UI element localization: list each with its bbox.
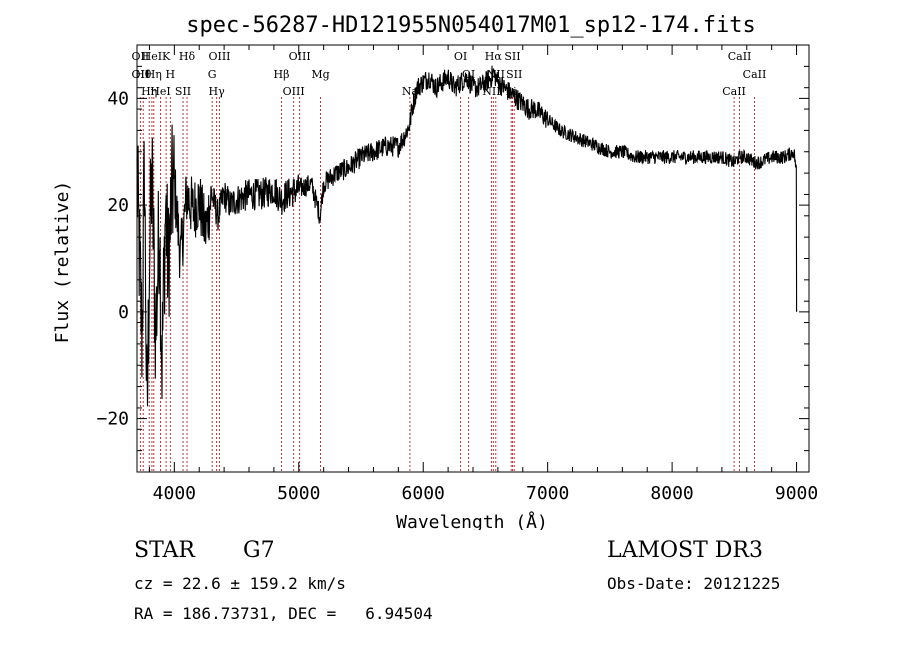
line-marker-label: Hη bbox=[146, 68, 162, 81]
y-tick-label: 40 bbox=[107, 88, 129, 109]
spectrum-chart: spec-56287-HD121955N054017M01_sp12-174.f… bbox=[52, 13, 818, 530]
x-tick-label: 7000 bbox=[526, 483, 569, 504]
line-marker-label: Hγ bbox=[209, 85, 226, 98]
line-marker-label: SII bbox=[175, 85, 191, 98]
line-marker-label: Hδ bbox=[179, 50, 196, 63]
y-axis-label: Flux (relative) bbox=[52, 181, 73, 344]
line-marker-label: OIII bbox=[283, 85, 305, 98]
line-marker-label: Na bbox=[402, 85, 419, 98]
line-marker-label: Hη bbox=[141, 85, 157, 98]
line-marker-label: OII bbox=[132, 68, 150, 81]
coordinates: RA = 186.73731, DEC = 6.94504 bbox=[134, 604, 433, 623]
line-marker-label: CaII bbox=[743, 68, 767, 81]
line-marker-label: Hβ bbox=[274, 68, 290, 81]
x-axis-label: Wavelength (Å) bbox=[396, 511, 548, 530]
line-marker-label: G bbox=[208, 68, 217, 81]
line-marker-label: OIII bbox=[208, 50, 230, 63]
line-marker-label: SII bbox=[504, 50, 520, 63]
line-marker-label: CaII bbox=[722, 85, 746, 98]
flux-series-line bbox=[136, 65, 798, 407]
line-marker-label: H bbox=[166, 68, 176, 81]
line-marker-label: Mg bbox=[311, 68, 329, 81]
y-tick-label: 0 bbox=[118, 302, 129, 323]
line-marker-label: OIII bbox=[289, 50, 311, 63]
line-marker-labels: OIIOIIHθHηHeIHηHeIKHSIIHδGHγOIIIHβOIIIOI… bbox=[132, 50, 767, 98]
line-marker-label: HeI bbox=[150, 85, 170, 98]
axis-ticks: 4000 5000 6000 7000 8000 9000 −20 0 20 40 bbox=[96, 44, 818, 504]
object-subclass: G7 bbox=[243, 538, 275, 563]
x-tick-label: 4000 bbox=[153, 483, 196, 504]
x-tick-label: 8000 bbox=[650, 483, 693, 504]
chart-title: spec-56287-HD121955N054017M01_sp12-174.f… bbox=[186, 13, 756, 38]
x-tick-label: 6000 bbox=[402, 483, 445, 504]
survey-name: LAMOST DR3 bbox=[607, 538, 763, 563]
line-marker-label: K bbox=[162, 50, 171, 63]
object-class: STAR bbox=[134, 538, 195, 563]
x-tick-label: 9000 bbox=[775, 483, 818, 504]
plot-frame bbox=[136, 44, 810, 473]
line-markers bbox=[139, 97, 755, 472]
line-marker-label: SII bbox=[506, 68, 522, 81]
x-tick-label: 5000 bbox=[277, 483, 320, 504]
line-marker-label: CaII bbox=[728, 50, 752, 63]
y-tick-label: 20 bbox=[107, 195, 129, 216]
obs-date: Obs-Date: 20121225 bbox=[607, 574, 781, 593]
line-marker-label: HeI bbox=[142, 50, 162, 63]
line-marker-label: OII bbox=[132, 50, 150, 63]
line-marker-label: Hθ bbox=[135, 68, 152, 81]
y-tick-label: −20 bbox=[96, 409, 129, 430]
line-marker-label: Hα bbox=[485, 50, 503, 63]
redshift-value: cz = 22.6 ± 159.2 km/s bbox=[134, 574, 346, 593]
line-marker-label: OI bbox=[454, 50, 467, 63]
